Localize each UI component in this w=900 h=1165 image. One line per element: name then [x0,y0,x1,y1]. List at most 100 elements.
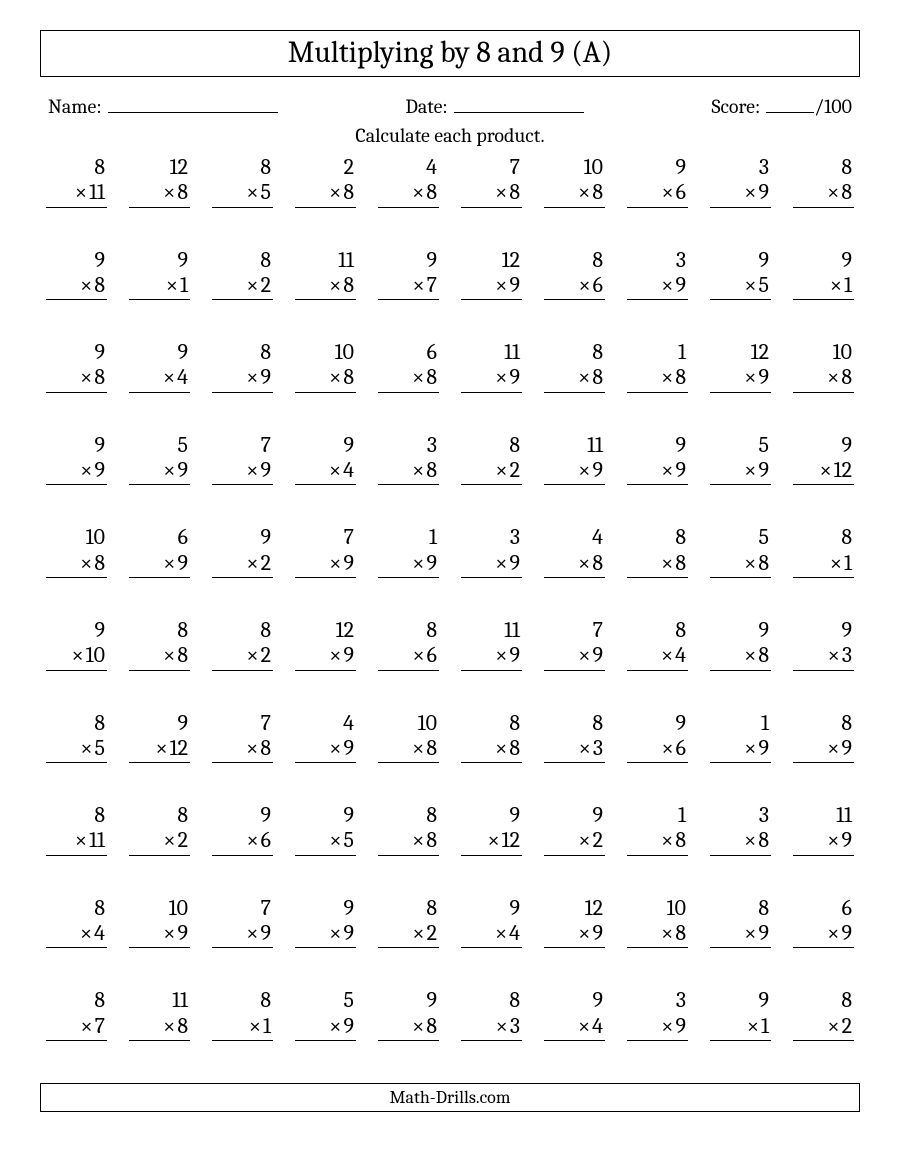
multiplication-problem: 1×8 [627,803,688,856]
multiplication-problem: 9×1 [793,248,854,301]
multiplier-row: ×8 [378,180,439,207]
multiplication-problem: 11×9 [544,433,605,486]
times-icon: × [163,457,177,483]
multiplier-row: ×2 [212,643,273,670]
multiplier: 8 [94,550,105,576]
multiplication-problem: 8×3 [544,711,605,764]
multiplication-problem: 5×9 [295,988,356,1041]
times-icon: × [744,550,758,576]
multiplication-problem: 8×9 [793,711,854,764]
score-field: Score: /100 [711,91,852,118]
times-icon: × [246,827,260,853]
name-blank[interactable] [108,91,278,113]
multiplier-row: ×9 [710,458,771,485]
times-icon: × [827,827,841,853]
multiplier: 8 [675,827,686,853]
times-icon: × [412,735,426,761]
multiplicand: 11 [544,433,605,458]
score-blank[interactable] [766,91,814,113]
multiplier-row: ×9 [710,921,771,948]
multiplicand: 5 [710,525,771,550]
times-icon: × [661,364,675,390]
multiplication-problem: 8×3 [461,988,522,1041]
multiplication-problem: 1×9 [710,711,771,764]
multiplier: 4 [592,1013,603,1039]
multiplier-row: ×2 [212,273,273,300]
times-icon: × [487,827,501,853]
multiplicand: 9 [627,711,688,736]
date-blank[interactable] [454,91,584,113]
multiplier: 1 [844,550,852,576]
multiplier: 8 [426,364,437,390]
multiplicand: 6 [129,525,190,550]
multiplier: 2 [510,457,520,483]
multiplier-row: ×1 [793,273,854,300]
times-icon: × [495,457,509,483]
multiplicand: 9 [46,248,107,273]
multiplier-row: ×8 [710,828,771,855]
multiplier: 12 [502,827,520,853]
multiplicand: 8 [212,340,273,365]
times-icon: × [246,920,260,946]
times-icon: × [155,735,169,761]
times-icon: × [163,1013,177,1039]
multiplication-problem: 9×12 [793,433,854,486]
multiplier-row: ×9 [461,551,522,578]
multiplier: 8 [592,179,603,205]
multiplier-row: ×8 [378,365,439,392]
multiplier-row: ×6 [627,736,688,763]
times-icon: × [495,364,509,390]
multiplicand: 10 [793,340,854,365]
multiplication-problem: 12×9 [295,618,356,671]
multiplication-problem: 8×4 [46,896,107,949]
multiplication-problem: 9×12 [461,803,522,856]
multiplier: 8 [675,920,686,946]
multiplicand: 4 [295,711,356,736]
multiplication-problem: 11×9 [461,618,522,671]
multiplier-row: ×9 [212,365,273,392]
multiplier-row: ×9 [378,551,439,578]
multiplier-row: ×8 [378,458,439,485]
multiplier-row: ×9 [295,643,356,670]
multiplier-row: ×4 [129,365,190,392]
multiplier: 12 [170,735,188,761]
multiplicand: 7 [212,711,273,736]
multiplier-row: ×10 [46,643,107,670]
multiplication-problem: 9×6 [212,803,273,856]
multiplicand: 10 [544,155,605,180]
name-label: Name: [48,95,102,118]
multiplier: 8 [177,642,188,668]
multiplier: 11 [89,179,105,205]
times-icon: × [578,364,592,390]
multiplier-row: ×8 [378,828,439,855]
multiplicand: 8 [212,155,273,180]
multiplicand: 9 [212,525,273,550]
multiplication-problem: 9×4 [295,433,356,486]
multiplier-row: ×9 [710,365,771,392]
multiplication-problem: 5×9 [129,433,190,486]
times-icon: × [578,1013,592,1039]
multiplier: 9 [509,364,520,390]
times-icon: × [412,827,426,853]
multiplicand: 8 [212,248,273,273]
multiplier: 3 [842,642,852,668]
multiplier-row: ×8 [627,921,688,948]
times-icon: × [329,179,343,205]
multiplier-row: ×7 [378,273,439,300]
multiplicand: 3 [461,525,522,550]
multiplier: 9 [758,179,769,205]
multiplication-problem: 10×9 [129,896,190,949]
times-icon: × [827,364,841,390]
multiplication-problem: 9×9 [46,433,107,486]
multiplication-problem: 4×8 [544,525,605,578]
multiplier-row: ×9 [461,273,522,300]
times-icon: × [744,457,758,483]
multiplication-problem: 8×8 [378,803,439,856]
multiplicand: 10 [129,896,190,921]
times-icon: × [163,827,177,853]
multiplier-row: ×9 [627,458,688,485]
multiplicand: 9 [46,340,107,365]
multiplier: 9 [841,827,852,853]
multiplier: 9 [841,735,852,761]
multiplier-row: ×1 [129,273,190,300]
